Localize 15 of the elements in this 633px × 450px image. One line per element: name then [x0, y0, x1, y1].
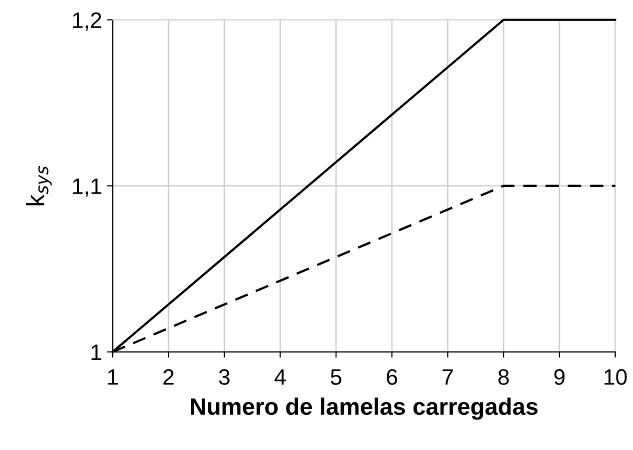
x-axis-title: Numero de lamelas carregadas: [191, 398, 538, 420]
x-tick-label: 2: [163, 369, 174, 385]
x-tick-label: 3: [219, 369, 230, 385]
y-tick-label: 1,2: [73, 12, 102, 31]
x-tick-label: 8: [498, 369, 509, 385]
x-tick-label: 4: [274, 369, 286, 385]
y-axis-title: k$_{sys}$: [26, 166, 52, 206]
x-tick-label: 1: [108, 369, 118, 385]
x-tick-label: 10: [604, 369, 627, 385]
y-tick-label: 1,1: [73, 178, 102, 197]
x-tick-label: 7: [442, 369, 453, 385]
y-tick-label: 1: [92, 344, 102, 360]
x-tick-label: 5: [330, 369, 342, 385]
x-tick-label: 9: [554, 369, 565, 385]
x-tick-label: 6: [386, 369, 398, 385]
